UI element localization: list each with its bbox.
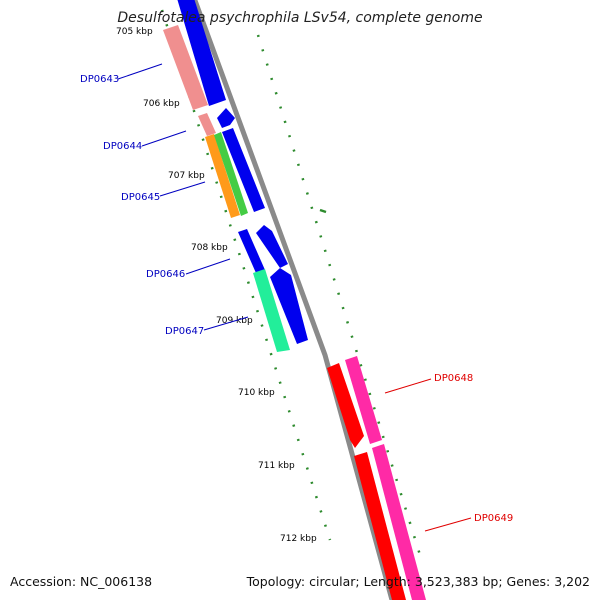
genome-backbone bbox=[192, 0, 395, 600]
genome-summary-text: Topology: circular; Length: 3,523,383 bp… bbox=[246, 574, 590, 589]
gene-DP0644[interactable] bbox=[198, 113, 216, 136]
gene-label-DP0646: DP0646 bbox=[146, 269, 185, 280]
gene-label-DP0645: DP0645 bbox=[121, 192, 160, 203]
accession-text: Accession: NC_006138 bbox=[10, 574, 153, 589]
gene-feature-red-a bbox=[327, 363, 364, 448]
gene-label-leaders bbox=[117, 63, 472, 532]
gene-label-DP0649: DP0649 bbox=[474, 513, 513, 524]
kbp-tick-label: 712 kbp bbox=[280, 534, 317, 544]
gene-feature-blue bbox=[270, 268, 308, 344]
gene-DP0647[interactable] bbox=[253, 269, 290, 352]
gene-feature-blue bbox=[238, 229, 265, 273]
kbp-tick-label: 707 kbp bbox=[168, 171, 205, 181]
gene-DP0643[interactable] bbox=[163, 25, 208, 110]
gene-DP0648[interactable] bbox=[345, 356, 382, 444]
tick-ring-outer bbox=[256, 34, 422, 556]
gene-label-DP0647: DP0647 bbox=[165, 326, 204, 337]
gene-label-DP0643: DP0643 bbox=[80, 74, 119, 85]
kbp-tick-label: 705 kbp bbox=[116, 27, 153, 37]
gene-DP0645[interactable] bbox=[205, 134, 240, 218]
gene-label-DP0644: DP0644 bbox=[103, 141, 142, 152]
gene-feature-blue bbox=[177, 0, 226, 106]
gene-feature-blue bbox=[256, 225, 288, 268]
kbp-tick-label: 711 kbp bbox=[258, 461, 295, 471]
kbp-tick-label: 706 kbp bbox=[143, 99, 180, 109]
genome-title: Desulfotalea psychrophila LSv54, complet… bbox=[117, 10, 483, 26]
gene-DP0645-green bbox=[214, 132, 248, 216]
gene-labels: DP0643 DP0644 DP0645 DP0646 DP0647 DP064… bbox=[80, 74, 513, 524]
kbp-tick-label: 710 kbp bbox=[238, 388, 275, 398]
gene-feature-blue bbox=[222, 128, 265, 212]
gene-feature-blue bbox=[217, 108, 235, 128]
gene-label-DP0648: DP0648 bbox=[434, 373, 473, 384]
kbp-tick-label: 708 kbp bbox=[191, 243, 228, 253]
forward-strand-genes bbox=[177, 0, 308, 344]
gene-DP0649[interactable] bbox=[372, 444, 426, 600]
gene-feature-red-b bbox=[354, 452, 406, 600]
